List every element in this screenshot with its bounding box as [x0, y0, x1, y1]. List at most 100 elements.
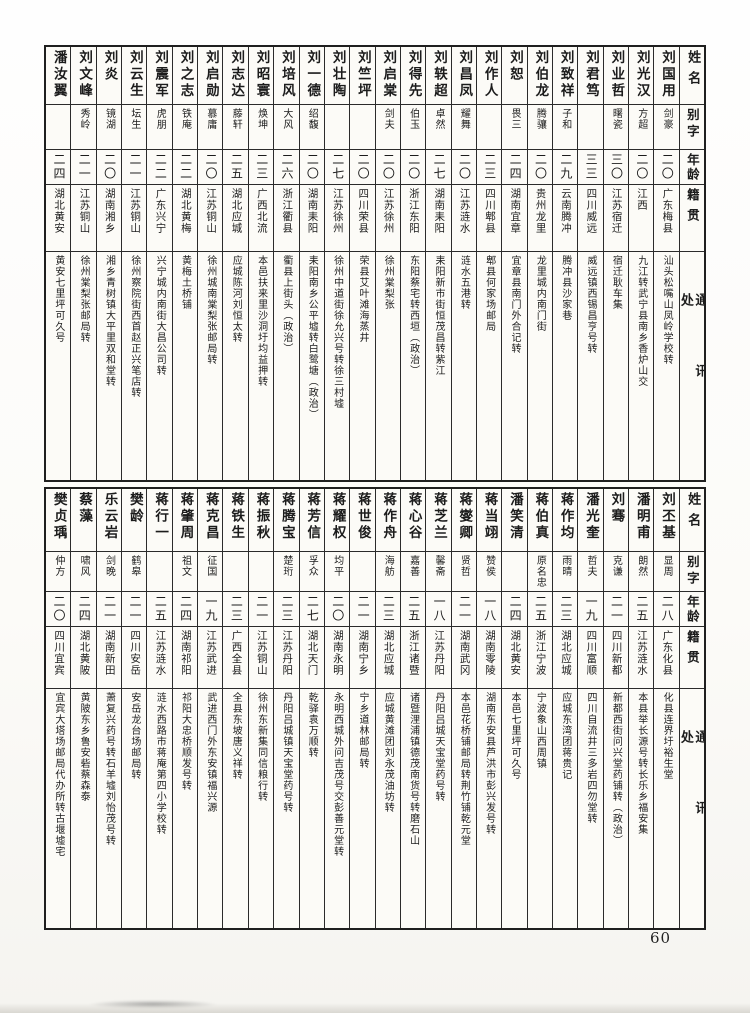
person-column: 刘启棠 剑夫 二〇 江苏徐州 徐州棠梨张 — [374, 47, 400, 480]
person-address: 宜章县南门外合记转 — [509, 255, 521, 354]
person-address: 新都西街问兴堂药铺转（政治） — [610, 692, 622, 846]
person-name: 刘一德 — [299, 47, 324, 105]
person-column: 刘丕基 显周 二八 广东化县 化县连界圩裕生堂 — [653, 489, 679, 928]
person-address: 应城陈河刘恒太转 — [230, 255, 242, 343]
person-age: 二五 — [223, 150, 248, 185]
person-address: 黄梅土桥铺 — [179, 255, 191, 310]
person-column: 潘汝翼 二四 湖北黄安 黄安七里坪可久号 — [46, 47, 71, 480]
person-name: 刘君笃 — [578, 47, 603, 105]
registry-table-top: 姓名 别字 年龄 籍贯 通讯处 刘国用 剑豪 二〇 广东梅县 汕头松嘴山凤岭学校… — [44, 45, 706, 482]
person-name: 樊龄 — [122, 489, 147, 552]
person-courtesy-name: 鹤皋 — [122, 552, 147, 592]
person-address: 宿迁耿车集 — [610, 255, 622, 310]
person-name: 刘云生 — [122, 47, 147, 105]
person-age: 二三 — [552, 592, 578, 627]
person-native-place: 湖南耒阳 — [299, 185, 324, 252]
person-address: 应城东湾团蒋贵记 — [559, 692, 571, 780]
person-name: 蒋芳信 — [299, 489, 324, 552]
person-column: 樊龄 鹤皋 二一 四川安岳 安岳龙台场邮局转 — [121, 489, 147, 928]
person-courtesy-name: 馨斋 — [426, 552, 451, 592]
person-address: 宁波象山西周镇 — [534, 692, 546, 769]
person-age: 二六 — [274, 150, 299, 185]
person-native-place: 四川郫县 — [476, 185, 502, 252]
person-name: 刘炎 — [96, 47, 122, 105]
person-courtesy-name: 嘉善 — [400, 552, 426, 592]
person-address: 本邑花桥铺邮局转荆竹铺乾元堂 — [458, 692, 470, 846]
person-age: 二五 — [147, 592, 172, 627]
person-courtesy-name — [578, 105, 603, 150]
person-age: 二三 — [476, 150, 502, 185]
person-column: 蒋伯真 原名忠 二五 浙江宁波 宁波象山西周镇 — [526, 489, 552, 928]
person-column: 蒋铁生 二三 广西全县 全县东坡唐义祥转 — [222, 489, 248, 928]
person-native-place: 浙江诸暨 — [400, 627, 426, 689]
person-address: 徐州中道街徐允兴号转徐三村墟 — [331, 255, 343, 409]
person-courtesy-name: 海舫 — [375, 552, 400, 592]
person-name: 蒋振秋 — [248, 489, 274, 552]
person-native-place: 湖北应城 — [223, 185, 248, 252]
person-address: 衢县上街头（政治） — [280, 255, 292, 354]
person-courtesy-name: 卓然 — [426, 105, 451, 150]
person-column: 蒋作均 雨晴 二三 湖北应城 应城东湾团蒋贵记 — [551, 489, 578, 928]
person-column: 蒋芳信 孚众 二七 湖北天门 乾驿袁万顺转 — [298, 489, 324, 928]
person-courtesy-name: 伯玉 — [400, 105, 426, 150]
person-courtesy-name: 显周 — [654, 552, 679, 592]
person-name: 刘国用 — [654, 47, 679, 105]
person-native-place: 湖南武冈 — [451, 627, 476, 689]
person-courtesy-name: 腾骧 — [527, 105, 552, 150]
person-column: 蒋心谷 嘉善 二五 浙江诸暨 诸暨浬浦镇德茂南货号转磨石山 — [399, 489, 426, 928]
person-name: 樊贞瑀 — [46, 489, 71, 552]
person-courtesy-name: 坛生 — [122, 105, 147, 150]
person-age: 三〇 — [603, 150, 628, 185]
person-address: 腾冲县沙家巷 — [559, 255, 571, 321]
person-address: 诸暨浬浦镇德茂南货号转磨石山 — [407, 692, 419, 846]
person-native-place: 贵州龙里 — [527, 185, 552, 252]
person-column: 刘壮陶 二七 江苏徐州 徐州中道街徐允兴号转徐三村墟 — [323, 47, 350, 480]
person-courtesy-name: 仲方 — [46, 552, 71, 592]
person-column: 刘作人 二三 四川郫县 郫县何家场邮局 — [475, 47, 502, 480]
person-age: 二五 — [527, 592, 552, 627]
person-age: 二三 — [375, 592, 400, 627]
person-courtesy-name — [147, 552, 172, 592]
person-age: 二〇 — [299, 150, 324, 185]
person-address: 湘乡青树镇大平里双和堂转 — [103, 255, 115, 387]
person-age: 二一 — [248, 592, 274, 627]
person-column: 蒋燮卿 贤哲 二一 湖南武冈 本邑花桥铺邮局转荆竹铺乾元堂 — [450, 489, 476, 928]
header-origin-label: 籍贯 — [679, 627, 704, 689]
person-native-place: 江苏丹阳 — [274, 627, 299, 689]
person-native-place: 广东兴宁 — [147, 185, 172, 252]
person-native-place: 广西北流 — [248, 185, 274, 252]
person-address: 东阳蔡宅转西垣（政治） — [407, 255, 419, 376]
person-column: 蒋作舟 海舫 二三 湖北应城 应城黄滩团刘永茂油坊转 — [374, 489, 400, 928]
person-column: 刘伯龙 腾骧 二〇 贵州龙里 龙里城内南门街 — [526, 47, 552, 480]
person-courtesy-name: 贤哲 — [451, 552, 476, 592]
person-column: 刘昭寰 焕坤 二三 广西北流 本邑扶来里沙洞圩均益押转 — [247, 47, 274, 480]
person-age: 二四 — [502, 150, 527, 185]
person-name: 刘志达 — [223, 47, 248, 105]
person-column: 蒋当翊 赞侯 一八 湖南零陵 湖南东安县芦洪市彭兴发号转 — [475, 489, 502, 928]
person-courtesy-name: 朗然 — [628, 552, 654, 592]
person-courtesy-name: 孚众 — [299, 552, 324, 592]
person-name: 刘致祥 — [552, 47, 578, 105]
person-column: 蒋振秋 二一 江苏铜山 徐州东新集同信粮行转 — [247, 489, 274, 928]
person-column: 刘培风 大风 二六 浙江衢县 衢县上街头（政治） — [273, 47, 299, 480]
person-courtesy-name: 剑豪 — [654, 105, 679, 150]
person-name: 刘轶超 — [426, 47, 451, 105]
person-age: 二〇 — [375, 150, 400, 185]
header-courtesy-label: 别字 — [679, 105, 704, 150]
person-age: 二七 — [426, 150, 451, 185]
person-address: 徐州城南棠梨张邮局转 — [204, 255, 216, 365]
person-column: 刘之志 铁庵 二二 湖北黄梅 黄梅土桥铺 — [171, 47, 198, 480]
person-native-place: 江苏铜山 — [198, 185, 223, 252]
person-courtesy-name: 啸风 — [71, 552, 96, 592]
person-address: 宜宾大塔场邮局代办所转古堰墟宅 — [52, 692, 64, 857]
person-name: 刘壮陶 — [324, 47, 350, 105]
person-address: 本邑七里坪可久号 — [509, 692, 521, 780]
person-column: 蒋世俊 二一 湖南宁乡 宁乡道林邮局转 — [349, 489, 375, 928]
page-number: 60 — [650, 929, 672, 947]
person-name: 蒋燮卿 — [451, 489, 476, 552]
person-courtesy-name — [324, 105, 350, 150]
person-native-place: 湖南湘乡 — [96, 185, 122, 252]
person-age: 二三 — [223, 592, 248, 627]
person-courtesy-name: 畏三 — [502, 105, 527, 150]
person-courtesy-name: 绍馥 — [299, 105, 324, 150]
